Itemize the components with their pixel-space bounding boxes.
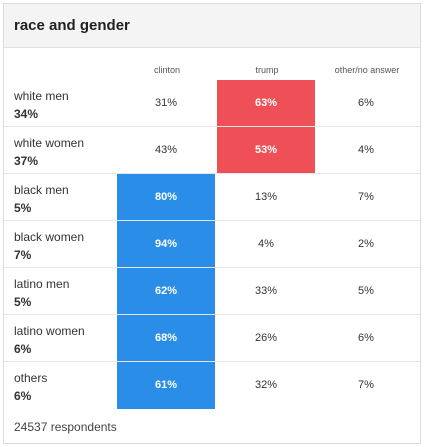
group-name: white women bbox=[14, 136, 85, 150]
clinton-cell: 94% bbox=[117, 221, 215, 268]
column-header-clinton: clinton bbox=[153, 65, 180, 75]
trump-cell: 32% bbox=[254, 379, 278, 391]
table-row: latino women 6% 68% 26% 6% bbox=[4, 314, 420, 362]
trump-cell: 26% bbox=[254, 332, 278, 344]
group-share: 6% bbox=[14, 389, 32, 403]
other-cell: 7% bbox=[358, 379, 374, 391]
other-cell: 6% bbox=[358, 332, 374, 344]
title-bar: race and gender bbox=[4, 4, 420, 48]
clinton-cell: 43% bbox=[154, 144, 178, 156]
trump-cell: 53% bbox=[217, 127, 315, 174]
other-cell: 5% bbox=[358, 285, 374, 297]
group-name: black men bbox=[14, 183, 69, 197]
other-cell: 7% bbox=[358, 191, 374, 203]
trump-cell: 4% bbox=[258, 238, 274, 250]
trump-cell: 63% bbox=[217, 80, 315, 127]
clinton-cell: 31% bbox=[154, 97, 178, 109]
group-share: 34% bbox=[14, 107, 39, 121]
respondent-count: 24537 respondents bbox=[14, 420, 117, 434]
group-name: latino women bbox=[14, 324, 85, 338]
column-header-other: other/no answer bbox=[334, 65, 400, 75]
table-row: white men 34% 31% 63% 6% bbox=[4, 80, 420, 127]
card-title: race and gender bbox=[14, 17, 130, 34]
clinton-cell: 68% bbox=[117, 315, 215, 362]
clinton-cell: 62% bbox=[117, 268, 215, 315]
clinton-cell: 61% bbox=[117, 362, 215, 409]
exit-poll-card: race and gender clinton trump other/no a… bbox=[3, 3, 421, 444]
table-row: others 6% 61% 32% 7% bbox=[4, 361, 420, 409]
column-header-trump: trump bbox=[255, 65, 279, 75]
other-cell: 2% bbox=[358, 238, 374, 250]
table-row: white women 37% 43% 53% 4% bbox=[4, 126, 420, 174]
trump-cell: 13% bbox=[254, 191, 278, 203]
other-cell: 4% bbox=[358, 144, 374, 156]
table-row: black men 5% 80% 13% 7% bbox=[4, 173, 420, 221]
group-name: black women bbox=[14, 230, 85, 244]
table-row: black women 7% 94% 4% 2% bbox=[4, 220, 420, 268]
group-name: others bbox=[14, 371, 48, 385]
group-share: 7% bbox=[14, 248, 32, 262]
other-cell: 6% bbox=[358, 97, 374, 109]
group-name: latino men bbox=[14, 277, 70, 291]
clinton-cell: 80% bbox=[117, 174, 215, 221]
group-name: white men bbox=[14, 89, 69, 103]
group-share: 5% bbox=[14, 201, 32, 215]
trump-cell: 33% bbox=[254, 285, 278, 297]
group-share: 37% bbox=[14, 154, 39, 168]
table-row: latino men 5% 62% 33% 5% bbox=[4, 267, 420, 315]
group-share: 6% bbox=[14, 342, 32, 356]
group-share: 5% bbox=[14, 295, 32, 309]
